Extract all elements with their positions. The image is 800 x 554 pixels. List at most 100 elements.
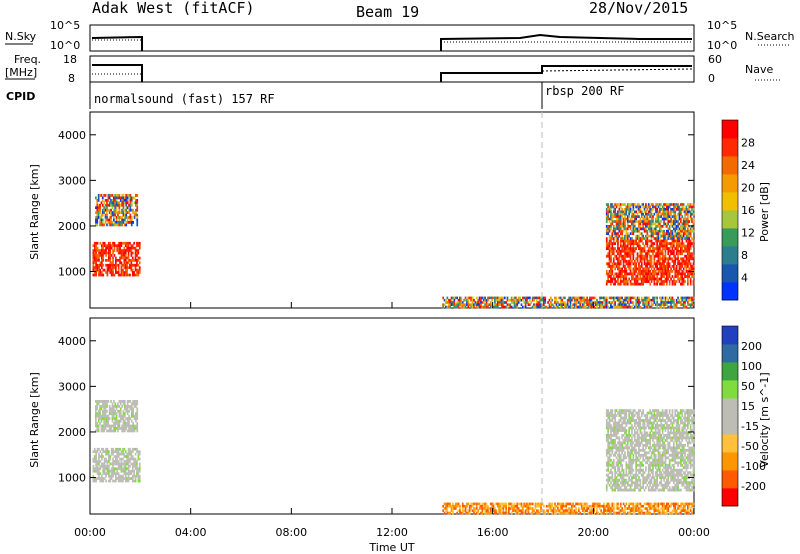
power-cell-4 [615, 217, 618, 221]
velocity-cell-3 [611, 419, 614, 422]
power-cell-2 [558, 303, 561, 306]
power-cell-2 [471, 303, 474, 306]
velocity-cell-2 [680, 504, 682, 508]
velocity-cell-3 [610, 434, 612, 437]
velocity-cell-2 [492, 509, 495, 512]
power-cell-4 [610, 227, 612, 231]
power-cell-2 [534, 305, 537, 309]
velocity-cell-2 [562, 504, 565, 508]
power-cell-2 [688, 296, 691, 300]
velocity-cell-0 [108, 452, 110, 456]
power-cell-0 [137, 271, 140, 274]
power-cell-3 [688, 242, 691, 245]
velocity-cell-2 [530, 511, 533, 515]
power-cell-3 [685, 239, 688, 243]
power-cell-2 [618, 303, 621, 306]
velocity-cell-1 [96, 402, 99, 406]
power-cell-3 [661, 257, 664, 261]
velocity-cell-1 [122, 400, 125, 403]
power-cell-3 [619, 254, 622, 258]
power-cell-0 [101, 251, 103, 255]
power-cell-2 [605, 305, 608, 309]
power-cell-1 [95, 206, 97, 210]
velocity-cell-2 [558, 511, 561, 515]
power-cell-3 [653, 257, 656, 261]
power-cell-4 [645, 212, 647, 216]
power-cell-3 [687, 272, 689, 276]
power-cell-3 [681, 277, 684, 281]
velocity-cell-0 [124, 450, 127, 453]
velocity-cell-2 [502, 502, 505, 506]
velocity-cell-3 [653, 421, 656, 425]
power-cell-0 [110, 261, 113, 265]
velocity-cell-3 [621, 416, 623, 420]
velocity-cell-3 [605, 483, 608, 487]
velocity-cell-3 [635, 444, 637, 447]
power-cell-2 [645, 305, 647, 309]
power-cell-3 [687, 247, 689, 250]
power-cell-2 [467, 301, 470, 304]
velocity-cell-1 [110, 424, 112, 428]
velocity-cell-3 [607, 446, 609, 450]
power-cell-1 [114, 208, 117, 212]
velocity-cell-2 [561, 507, 563, 510]
power-cell-0 [117, 266, 120, 269]
power-cell-3 [605, 270, 608, 273]
velocity-cell-3 [633, 476, 636, 480]
power-cell-0 [95, 259, 97, 262]
power-cell-4 [688, 229, 691, 233]
power-cell-3 [666, 275, 668, 278]
velocity-cell-1 [107, 422, 110, 425]
power-cell-3 [614, 267, 616, 271]
velocity-cell-2 [678, 511, 681, 515]
power-cell-4 [689, 217, 692, 221]
power-cell-3 [631, 249, 633, 253]
velocity-cell-1 [122, 417, 125, 420]
power-cell-3 [643, 270, 646, 273]
velocity-cell-3 [618, 436, 621, 440]
power-cell-4 [659, 210, 661, 214]
power-cell-2 [668, 301, 671, 304]
velocity-cell-3 [642, 424, 644, 427]
velocity-cell-0 [95, 479, 97, 483]
power-cell-3 [660, 257, 663, 261]
power-cell-3 [675, 275, 678, 278]
power-cell-4 [678, 215, 681, 218]
power-cell-4 [626, 205, 629, 209]
power-cell-1 [121, 194, 123, 197]
power-cell-3 [633, 277, 636, 281]
velocity-cell-0 [120, 477, 123, 480]
power-data-cells [92, 194, 695, 309]
power-cell-4 [678, 222, 681, 226]
power-cell-3 [663, 275, 665, 278]
power-cell-2 [506, 296, 509, 300]
power-cell-4 [656, 215, 658, 218]
power-cell-2 [477, 298, 479, 302]
velocity-cell-1 [106, 417, 108, 420]
velocity-cell-1 [128, 405, 130, 408]
velocity-cell-2 [516, 507, 519, 510]
power-cell-2 [533, 303, 535, 306]
power-cell-3 [639, 282, 642, 286]
power-cell-2 [475, 305, 478, 309]
velocity-cell-0 [109, 469, 112, 473]
power-cell-0 [131, 251, 134, 255]
power-cell-3 [684, 259, 686, 263]
power-cell-3 [682, 244, 685, 248]
power-cell-1 [108, 196, 111, 200]
power-cell-2 [562, 303, 565, 306]
power-cell-2 [466, 301, 468, 304]
velocity-cell-3 [628, 434, 630, 437]
velocity-cell-1 [130, 424, 133, 428]
power-cell-2 [598, 296, 601, 300]
power-cell-4 [649, 215, 651, 218]
velocity-cell-3 [635, 419, 637, 422]
power-cell-4 [643, 215, 646, 218]
velocity-cell-0 [93, 479, 96, 483]
velocity-cell-3 [632, 468, 635, 472]
velocity-cell-3 [612, 444, 615, 447]
velocity-cell-2 [617, 502, 619, 506]
velocity-cell-0 [133, 457, 135, 461]
power-cell-2 [583, 305, 586, 309]
